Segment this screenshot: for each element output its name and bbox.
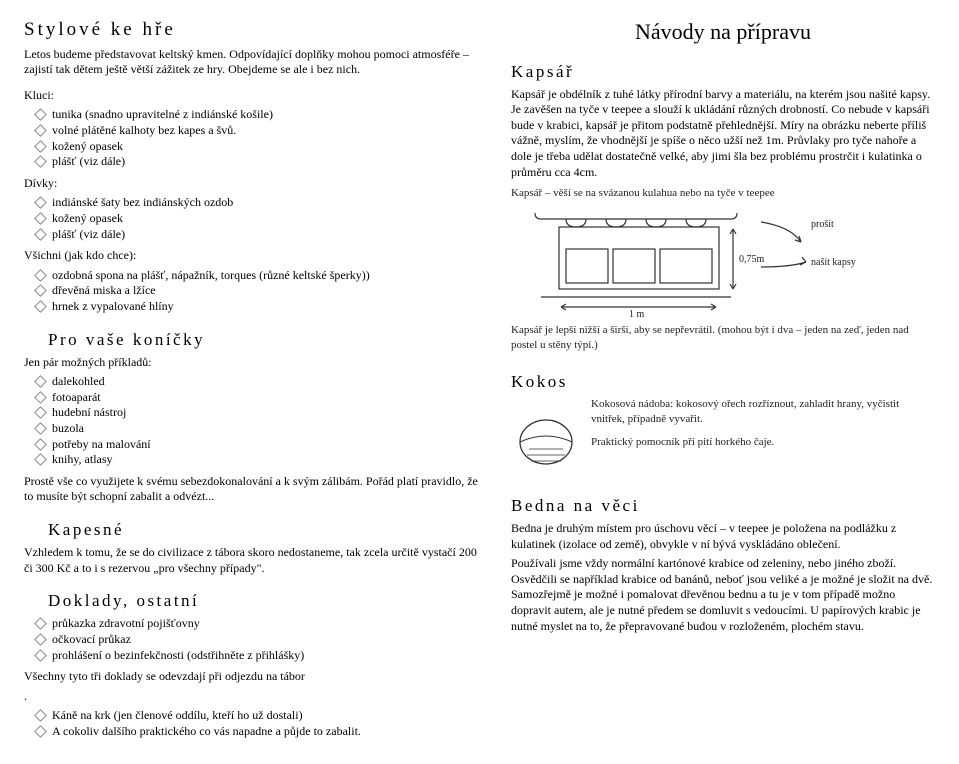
list-item: plášť (viz dále) [24, 154, 479, 170]
konicky-list: dalekohled fotoaparát hudební nástroj bu… [24, 374, 479, 468]
divky-label: Dívky: [24, 176, 479, 192]
vsichni-label: Všichni (jak kdo chce): [24, 248, 479, 264]
heading-kokos: Kokos [511, 371, 935, 393]
bedna-p2: Používali jsme vždy normální kartónové k… [511, 556, 935, 634]
kapsar-handnote-top: Kapsář – věší se na svázanou kulahua neb… [511, 186, 935, 201]
list-item: kožený opasek [24, 211, 479, 227]
konicky-outro: Prostě vše co využijete k svému sebezdok… [24, 474, 479, 505]
list-item: kožený opasek [24, 139, 479, 155]
divky-list: indiánské šaty bez indiánských ozdob kož… [24, 195, 479, 242]
heading-kapsar: Kapsář [511, 61, 935, 83]
kokos-diagram [511, 397, 581, 477]
heading-kapesne: Kapesné [48, 519, 479, 541]
list-item: indiánské šaty bez indiánských ozdob [24, 195, 479, 211]
list-item: očkovací průkaz [24, 632, 479, 648]
intro-text: Letos budeme představovat keltský kmen. … [24, 47, 479, 78]
heading-bedna: Bedna na věci [511, 495, 935, 517]
konicky-intro: Jen pár možných příkladů: [24, 355, 479, 371]
doklady-list-1: průkazka zdravotní pojišťovny očkovací p… [24, 616, 479, 663]
list-item: buzola [24, 421, 479, 437]
diagram-width-label: 1 m [629, 309, 645, 317]
kluci-label: Kluci: [24, 88, 479, 104]
list-item: volné plátěné kalhoty bez kapes a švů. [24, 123, 479, 139]
list-item: tunika (snadno upravitelné z indiánské k… [24, 107, 479, 123]
kapsar-diagram: 1 m 0,75m prošít našít kapsy [511, 207, 881, 317]
doklady-mid1: Všechny tyto tři doklady se odevzdají př… [24, 669, 479, 685]
diagram-prosit-label: prošít [811, 219, 834, 230]
kluci-list: tunika (snadno upravitelné z indiánské k… [24, 107, 479, 169]
kapsar-handnote-bottom: Kapsář je lepší nižší a širší, aby se ne… [511, 323, 935, 353]
bedna-p1: Bedna je druhým místem pro úschovu věcí … [511, 521, 935, 552]
list-item: knihy, atlasy [24, 452, 479, 468]
vsichni-list: ozdobná spona na plášť, nápažník, torque… [24, 268, 479, 315]
heading-navody: Návody na přípravu [511, 18, 935, 47]
doklady-mid2: . [24, 689, 479, 705]
list-item: Káně na krk (jen členové oddílu, kteří h… [24, 708, 479, 724]
list-item: prohlášení o bezinfekčnosti (odstřihněte… [24, 648, 479, 664]
list-item: A cokoliv dalšího praktického co vás nap… [24, 724, 479, 740]
kapsar-text: Kapsář je obdélník z tuhé látky přírodní… [511, 87, 935, 181]
list-item: dalekohled [24, 374, 479, 390]
heading-konicky: Pro vaše koníčky [48, 329, 479, 351]
kokos-handnote-1: Kokosová nádoba: kokosový ořech rozřízno… [591, 397, 935, 427]
list-item: plášť (viz dále) [24, 227, 479, 243]
list-item: potřeby na malování [24, 437, 479, 453]
diagram-height-label: 0,75m [739, 254, 765, 265]
list-item: ozdobná spona na plášť, nápažník, torque… [24, 268, 479, 284]
heading-doklady: Doklady, ostatní [48, 590, 479, 612]
list-item: dřevěná miska a lžíce [24, 283, 479, 299]
kapesne-text: Vzhledem k tomu, že se do civilizace z t… [24, 545, 479, 576]
list-item: fotoaparát [24, 390, 479, 406]
heading-stylove: Stylové ke hře [24, 18, 479, 43]
list-item: hrnek z vypalované hlíny [24, 299, 479, 315]
list-item: hudební nástroj [24, 405, 479, 421]
diagram-kapsy-label: našít kapsy [811, 257, 856, 268]
kokos-handnote-2: Praktický pomocník při pití horkého čaje… [591, 435, 935, 450]
doklady-list-2: Káně na krk (jen členové oddílu, kteří h… [24, 708, 479, 739]
